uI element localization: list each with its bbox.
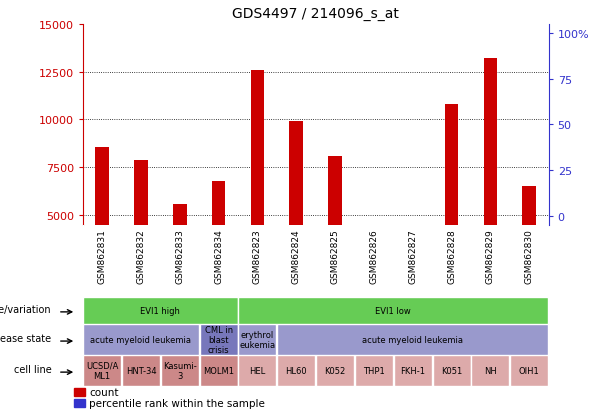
Text: EVI1 low: EVI1 low — [376, 306, 411, 315]
Bar — [200, 356, 238, 386]
Bar — [316, 356, 354, 386]
Text: GSM862826: GSM862826 — [370, 229, 378, 283]
Bar — [83, 325, 199, 355]
Bar — [83, 298, 238, 324]
Text: GSM862825: GSM862825 — [330, 229, 340, 283]
Text: cell line: cell line — [13, 364, 51, 374]
Text: disease state: disease state — [0, 333, 51, 343]
Bar — [212, 181, 226, 311]
Bar — [96, 148, 109, 311]
Text: genotype/variation: genotype/variation — [0, 304, 51, 314]
Bar — [484, 59, 497, 311]
Bar — [510, 356, 548, 386]
Text: CML in
blast
crisis: CML in blast crisis — [205, 325, 233, 354]
Bar — [522, 187, 536, 311]
Bar — [134, 160, 148, 311]
Text: GSM862833: GSM862833 — [175, 229, 185, 283]
Bar — [83, 356, 121, 386]
Text: K052: K052 — [324, 366, 346, 375]
Text: HL60: HL60 — [286, 366, 307, 375]
Bar — [471, 356, 509, 386]
Text: FKH-1: FKH-1 — [400, 366, 425, 375]
Text: GSM862823: GSM862823 — [253, 229, 262, 283]
Bar — [173, 204, 186, 311]
Bar — [367, 301, 381, 311]
Bar — [238, 298, 548, 324]
Text: GSM862827: GSM862827 — [408, 229, 417, 283]
Bar — [277, 325, 548, 355]
Text: UCSD/A
ML1: UCSD/A ML1 — [86, 361, 118, 380]
Text: NH: NH — [484, 366, 497, 375]
Text: THP1: THP1 — [363, 366, 385, 375]
Text: acute myeloid leukemia: acute myeloid leukemia — [91, 335, 191, 344]
Bar — [161, 356, 199, 386]
Text: GSM862830: GSM862830 — [525, 229, 534, 283]
Text: GSM862828: GSM862828 — [447, 229, 456, 283]
Bar — [394, 356, 432, 386]
Text: EVI1 high: EVI1 high — [140, 306, 180, 315]
Text: GSM862834: GSM862834 — [214, 229, 223, 283]
Bar — [445, 105, 459, 311]
Text: count: count — [89, 387, 118, 397]
Bar — [74, 399, 85, 406]
Text: erythrol
eukemia: erythrol eukemia — [240, 330, 275, 349]
Bar — [329, 157, 342, 311]
Bar — [433, 356, 471, 386]
Text: GSM862824: GSM862824 — [292, 229, 301, 283]
Bar — [122, 356, 160, 386]
Text: GSM862832: GSM862832 — [137, 229, 145, 283]
Text: OIH1: OIH1 — [519, 366, 539, 375]
Text: GSM862831: GSM862831 — [97, 229, 107, 283]
Text: K051: K051 — [441, 366, 462, 375]
Text: acute myeloid leukemia: acute myeloid leukemia — [362, 335, 463, 344]
Text: GSM862829: GSM862829 — [486, 229, 495, 283]
Text: MOLM1: MOLM1 — [203, 366, 234, 375]
Bar — [251, 71, 264, 311]
Bar — [238, 356, 276, 386]
Bar — [406, 301, 419, 311]
Bar — [355, 356, 393, 386]
Text: Kasumi-
3: Kasumi- 3 — [163, 361, 197, 380]
Bar — [289, 122, 303, 311]
Bar — [74, 388, 85, 396]
Bar — [200, 325, 238, 355]
Text: HEL: HEL — [249, 366, 265, 375]
Text: percentile rank within the sample: percentile rank within the sample — [89, 398, 265, 408]
Bar — [238, 325, 276, 355]
Bar — [277, 356, 315, 386]
Text: HNT-34: HNT-34 — [126, 366, 156, 375]
Title: GDS4497 / 214096_s_at: GDS4497 / 214096_s_at — [232, 7, 399, 21]
